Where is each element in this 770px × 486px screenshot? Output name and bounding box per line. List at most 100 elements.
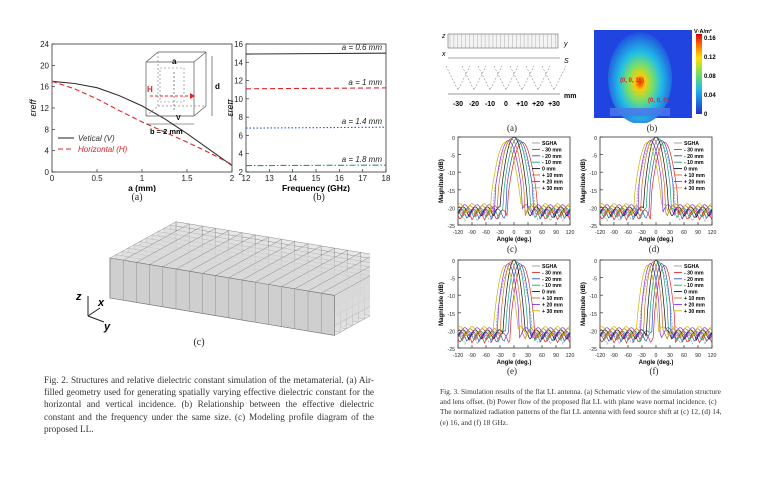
figure-2c-lens-model: z xy (75, 221, 370, 336)
pattern-3-y-tick-label: -25 (590, 347, 598, 353)
pattern-0-x-tick-label: 60 (539, 230, 545, 236)
pattern-0-y-tick-label: -20 (448, 206, 456, 212)
fig2b-y-tick-label: 8 (239, 113, 244, 122)
schematic-x-label: x (441, 51, 446, 58)
fig2b-y-tick-label: 12 (234, 77, 243, 86)
figure-3f-label: (f) (649, 366, 659, 376)
unit-cell-b-label: b = 2 mm (150, 127, 183, 136)
pattern-legend-label: + 20 mm (684, 302, 705, 308)
schematic-tick-label: +20 (532, 101, 544, 108)
pattern-curve-0-mm (457, 136, 571, 219)
pattern-2-y-tick-label: 0 (452, 259, 455, 265)
fig2b-x-axis-label: Frequency (GHz) (282, 183, 350, 192)
figure-3f-pattern: -120 -90 -60 -30 0 30 60 90 120 0 -5 -10 -15 -20 -25 An… (581, 259, 716, 366)
pattern-legend-label: - 20 mm (542, 277, 562, 283)
figure-3a-label: (a) (507, 123, 517, 133)
fig2b-x-tick-label: 13 (265, 174, 274, 183)
pattern-3-x-tick-label: -90 (610, 353, 618, 359)
schematic-tick-label: +10 (516, 101, 528, 108)
pattern-legend-label: SGHA (542, 141, 557, 147)
pattern-2-x-tick-label: 120 (566, 353, 575, 359)
pattern-curve--30-mm (599, 264, 713, 338)
fig2a-series-horizontal (51, 80, 233, 165)
fig2a-y-tick-label: 4 (45, 147, 50, 156)
pattern-3-x-tick-label: -120 (595, 353, 605, 359)
pattern-legend-label: + 30 mm (684, 309, 705, 315)
pattern-1-x-tick-label: 90 (695, 230, 701, 236)
unit-cell-edge (145, 105, 159, 117)
fig2a-unit-cell-inset: H Va d b = 2 mm (145, 51, 220, 136)
schematic-feed-horn (541, 65, 567, 91)
pattern-2-x-tick-label: 90 (553, 353, 559, 359)
fig2a-x-tick-label: 1 (140, 174, 145, 183)
pattern-1-x-tick-label: -90 (610, 230, 618, 236)
pattern-2-x-tick-label: -120 (453, 353, 463, 359)
pattern-legend-label: - 10 mm (542, 283, 562, 289)
unit-cell-edge (145, 51, 159, 63)
pattern-legend-label: 0 mm (542, 167, 556, 173)
pattern-1-x-tick-label: -120 (595, 230, 605, 236)
pattern-2-y-tick-label: -20 (448, 329, 456, 335)
pattern-y-axis-label: Magnitude (dB) (439, 159, 445, 203)
fig2a-x-axis-label: a (mm) (128, 183, 156, 192)
pattern-2-y-tick-label: -25 (448, 347, 456, 353)
schematic-unit-label: mm (564, 93, 576, 100)
pattern-curve-0-mm (457, 259, 571, 342)
unit-cell-d-label: d (215, 82, 220, 91)
figure-3b-label: (b) (646, 123, 658, 133)
figure-3a-schematic: z x y Smm -30 -20 -10 0 +10 +20 +30 (441, 33, 576, 108)
pattern-curve--20-mm (599, 263, 713, 340)
pattern-0-x-tick-label: 0 (513, 230, 516, 236)
schematic-y-label: y (563, 41, 568, 48)
pattern-curve-sgha (457, 259, 571, 345)
schematic-s-label: S (564, 58, 569, 65)
schematic-feed-horn (461, 65, 487, 91)
power-flow-marker-2: (0, 0, 0) (648, 98, 669, 104)
axes-triad: z xy (75, 291, 111, 333)
unit-cell-h-arrowhead (190, 93, 195, 99)
power-flow-colorbar-tick: 0.04 (704, 93, 716, 99)
pattern-legend-label: - 20 mm (684, 154, 704, 160)
axis-y-arrow (87, 315, 105, 323)
schematic-tick-label: 0 (504, 101, 508, 108)
pattern-legend-label: SGHA (684, 264, 699, 270)
fig2a-x-tick-label: 0.5 (91, 174, 103, 183)
schematic-tick-label: +30 (548, 101, 560, 108)
pattern-legend-label: + 10 mm (684, 296, 705, 302)
figure-3c-pattern: -120 -90 -60 -30 0 30 60 90 120 0 -5 -10 -15 -20 -25 An… (439, 136, 574, 243)
pattern-1-x-tick-label: 0 (655, 230, 658, 236)
pattern-curve--10-mm (599, 138, 713, 218)
pattern-2-x-tick-label: 30 (525, 353, 531, 359)
figure-2a-label: (a) (131, 192, 143, 203)
power-flow-lens-region (610, 108, 670, 116)
pattern-2-y-tick-label: -15 (448, 312, 456, 318)
pattern-curve-sgha (599, 136, 713, 222)
unit-cell-a-label: a (172, 57, 177, 66)
fig2b-y-tick-label: 10 (234, 95, 243, 104)
figure-3c-label: (c) (507, 244, 517, 254)
fig2b-y-tick-label: 6 (239, 131, 244, 140)
pattern-legend-label: + 20 mm (684, 179, 705, 185)
pattern-1-y-tick-label: -15 (590, 189, 598, 195)
fig2b-plot-frame (245, 43, 387, 173)
figure-3d-pattern: -120 -90 -60 -30 0 30 60 90 120 0 -5 -10 -15 -20 -25 An… (581, 136, 716, 243)
pattern-1-y-tick-label: 0 (594, 136, 597, 142)
schematic-feed-horn (477, 65, 503, 91)
pattern-legend-label: - 20 mm (684, 277, 704, 283)
pattern-0-y-tick-label: -5 (450, 154, 455, 160)
fig2b-x-tick-label: 17 (358, 174, 367, 183)
pattern-legend-label: SGHA (542, 264, 557, 270)
pattern-curve-sgha (457, 136, 571, 222)
schematic-tick-label: -10 (485, 101, 495, 108)
pattern-0-y-tick-label: -10 (448, 171, 456, 177)
pattern-1-y-tick-label: -20 (590, 206, 598, 212)
pattern-x-axis-label: Angle (deg.) (639, 360, 674, 366)
pattern-curve--30-mm (599, 141, 713, 215)
pattern-legend-label: - 30 mm (542, 270, 562, 276)
pattern-3-x-tick-label: -30 (638, 353, 646, 359)
power-flow-colorbar-tick: 0.08 (704, 74, 716, 80)
pattern-2-y-tick-label: -5 (450, 277, 455, 283)
pattern-2-y-tick-label: -10 (448, 294, 456, 300)
fig2a-y-tick-label: 0 (45, 168, 50, 177)
